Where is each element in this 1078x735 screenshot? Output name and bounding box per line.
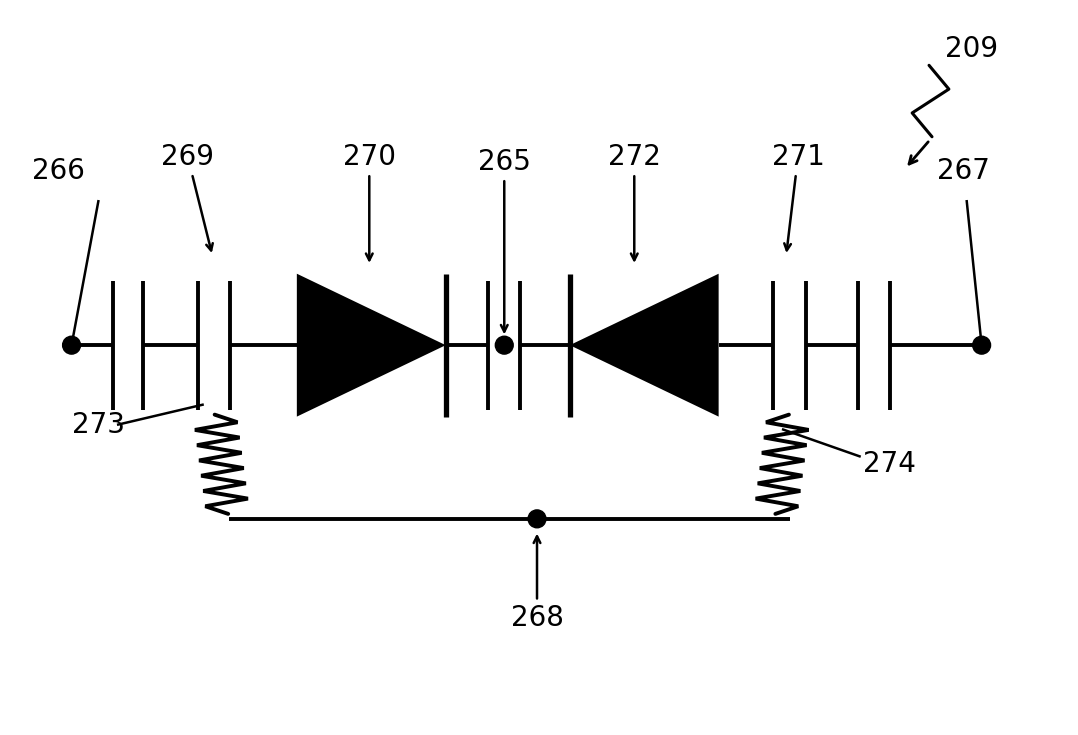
Circle shape [63,336,81,354]
Text: 270: 270 [343,143,396,260]
Polygon shape [570,273,719,417]
Text: 209: 209 [945,35,998,63]
Polygon shape [296,273,445,417]
Circle shape [528,510,545,528]
Text: 269: 269 [162,143,215,251]
Text: 265: 265 [478,148,530,331]
Text: 266: 266 [32,157,85,185]
Circle shape [495,336,513,354]
Text: 271: 271 [772,143,825,251]
Text: 274: 274 [862,451,915,478]
Text: 268: 268 [511,537,564,632]
Text: 267: 267 [937,157,990,185]
Text: 272: 272 [608,143,661,260]
Text: 273: 273 [71,411,125,439]
Circle shape [972,336,991,354]
